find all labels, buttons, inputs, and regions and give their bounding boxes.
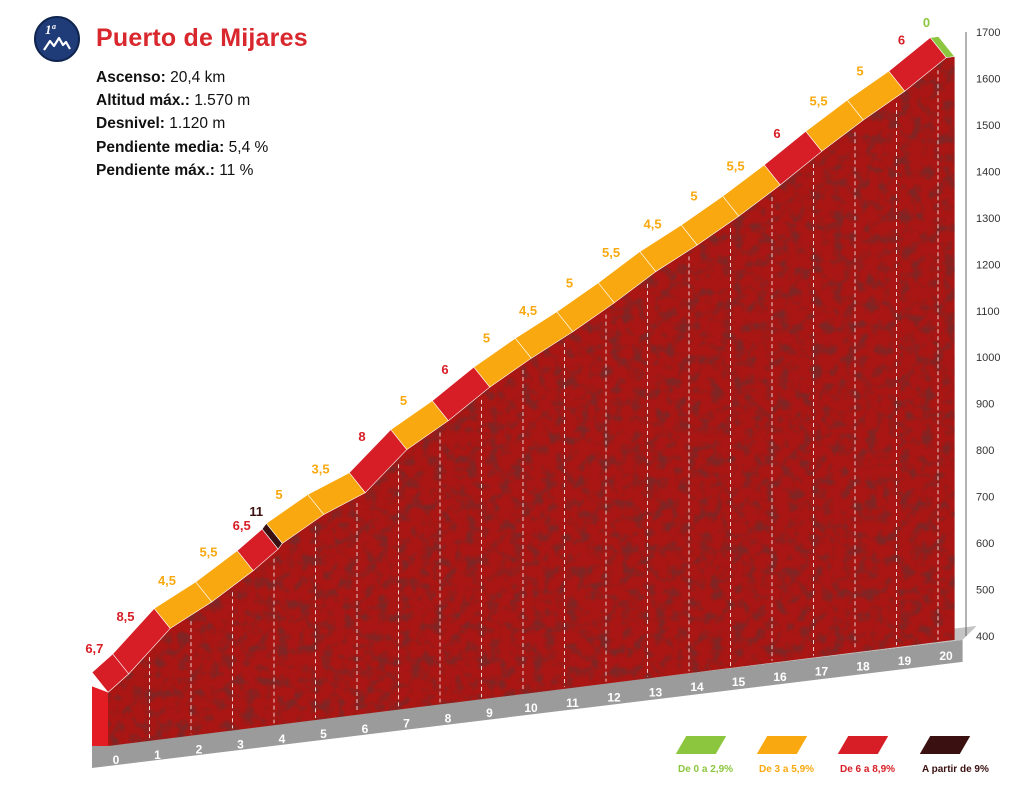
gradient-label: 6 [773, 126, 780, 141]
label-layer: 6,7 8,5 4,5 5,5 6,511 5 3,5 8 5 6 5 4,5 5 5,5 4,5 5 5,5 6… [85, 15, 930, 656]
gradient-label: 8 [358, 429, 365, 444]
y-tick-label: 1100 [976, 306, 1000, 318]
y-tick-label: 500 [976, 585, 994, 597]
climb-title: Puerto de Mijares [96, 24, 308, 52]
x-tick-label: 13 [649, 685, 663, 699]
x-tick-label: 15 [732, 675, 746, 689]
gradient-label: 3,5 [312, 462, 330, 477]
gradient-label: 11 [249, 504, 263, 519]
stat-label: Altitud máx.: [96, 92, 190, 110]
y-tick-label: 700 [976, 492, 994, 504]
gradient-label: 6,5 [233, 518, 251, 533]
x-tick-label: 14 [690, 680, 704, 694]
gradient-label: 5 [690, 189, 697, 204]
gradient-label: 5,5 [727, 159, 745, 174]
stat-value: 11 % [219, 161, 254, 179]
legend-item-orange: De 3 a 5,9% [756, 736, 815, 775]
profile-texture [108, 56, 955, 746]
legend-label: De 3 a 5,9% [759, 764, 815, 775]
stat-value: 5,4 % [228, 138, 269, 156]
x-tick-label: 2 [196, 743, 203, 757]
x-tick-label: 6 [362, 722, 369, 736]
gradient-label: 8,5 [116, 609, 134, 624]
gradient-label: 4,5 [519, 303, 537, 318]
y-tick-label: 1700 [976, 27, 1000, 39]
stat-label: Pendiente media: [96, 138, 225, 156]
gradient-label: 4,5 [158, 573, 176, 588]
gradient-label: 5 [400, 393, 407, 408]
legend-swatch [919, 736, 971, 754]
stat-label: Desnivel: [96, 115, 165, 133]
y-tick-label: 400 [976, 631, 994, 643]
gradient-label: 0 [923, 15, 930, 30]
x-tick-label: 4 [279, 732, 286, 746]
x-tick-label: 16 [773, 670, 787, 684]
x-tick-label: 8 [445, 711, 452, 725]
legend-label: A partir de 9% [922, 764, 989, 775]
legend-label: De 0 a 2,9% [678, 764, 734, 775]
legend-item-red: De 6 a 8,9% [837, 736, 896, 775]
axis-layer: 0 1 2 3 4 5 6 7 8 9 10 11 12 13 14 15 16 17 18 19 2040050060… [113, 27, 1001, 767]
stat-value: 1.120 m [169, 115, 226, 133]
x-tick-label: 7 [403, 717, 410, 731]
gradient-label: 5 [483, 331, 490, 346]
legend-label: De 6 a 8,9% [840, 764, 896, 775]
gradient-label: 5 [566, 275, 573, 290]
y-tick-label: 1300 [976, 213, 1000, 225]
base-slab [92, 639, 963, 768]
y-tick-label: 1600 [976, 73, 1000, 85]
gradient-label: 6,7 [85, 641, 103, 656]
legend-swatch [756, 736, 808, 754]
y-tick-label: 1400 [976, 166, 1000, 178]
stat-max-altitude: Altitud máx.: 1.570 m [96, 89, 268, 112]
stat-label: Pendiente máx.: [96, 161, 215, 179]
stat-max-gradient: Pendiente máx.: 11 % [96, 159, 268, 182]
gradient-label: 5 [856, 64, 863, 79]
x-tick-label: 1 [154, 748, 161, 762]
gradient-label: 6 [898, 32, 905, 47]
gradient-label: 6 [441, 362, 448, 377]
x-tick-label: 9 [486, 706, 493, 720]
x-tick-label: 0 [113, 753, 120, 767]
legend-swatch [675, 736, 727, 754]
y-tick-label: 900 [976, 399, 994, 411]
x-tick-label: 18 [856, 659, 870, 673]
stat-value: 1.570 m [194, 92, 251, 110]
gradient-label: 5 [275, 487, 282, 502]
y-tick-label: 1500 [976, 120, 1000, 132]
gradient-label: 5,5 [602, 245, 620, 260]
x-tick-label: 5 [320, 727, 327, 741]
y-tick-label: 1000 [976, 352, 1000, 364]
x-tick-label: 10 [524, 701, 538, 715]
mountain-icon [43, 36, 71, 51]
climb-stats: Ascenso: 20,4 km Altitud máx.: 1.570 m D… [96, 66, 268, 182]
stat-ascent: Ascenso: 20,4 km [96, 66, 268, 89]
legend-swatch [837, 736, 889, 754]
x-tick-label: 3 [237, 737, 244, 751]
stat-avg-gradient: Pendiente media: 5,4 % [96, 136, 268, 159]
category-badge: 1ª [34, 16, 80, 62]
gradient-segment-green [929, 36, 956, 58]
y-tick-label: 1200 [976, 259, 1000, 271]
profile-layer [91, 36, 977, 768]
gradient-label: 5,5 [199, 544, 217, 559]
y-tick-label: 600 [976, 538, 994, 550]
start-face [92, 686, 108, 746]
x-tick-label: 17 [815, 665, 829, 679]
x-tick-label: 20 [939, 649, 953, 663]
y-tick-label: 800 [976, 445, 994, 457]
x-tick-label: 11 [566, 696, 579, 710]
stat-value: 20,4 km [170, 69, 226, 86]
stat-elevation-gain: Desnivel: 1.120 m [96, 112, 268, 135]
legend-item-green: De 0 a 2,9% [675, 736, 734, 775]
stat-label: Ascenso: [96, 69, 166, 86]
gradient-label: 4,5 [644, 216, 662, 231]
category-label: 1ª [45, 22, 55, 37]
legend-item-darkred: A partir de 9% [919, 736, 989, 775]
x-tick-label: 19 [898, 654, 912, 668]
gradient-label: 5,5 [810, 94, 828, 109]
x-tick-label: 12 [607, 691, 621, 705]
